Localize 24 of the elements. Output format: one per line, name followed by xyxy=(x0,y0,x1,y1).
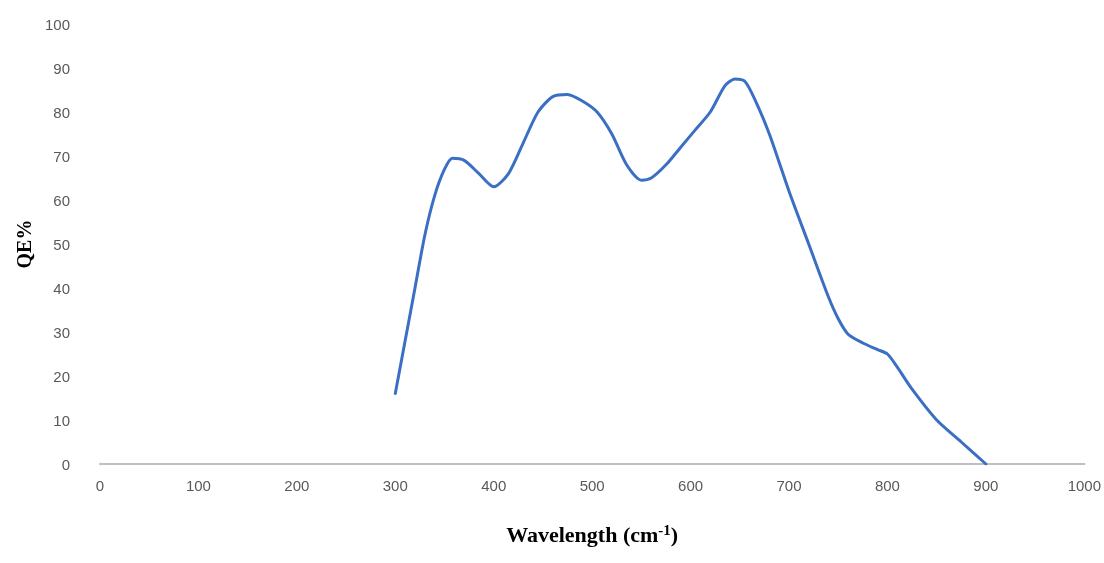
y-tick-label: 90 xyxy=(53,59,70,77)
x-tick-label: 0 xyxy=(95,477,105,494)
x-tick-label: 300 xyxy=(382,477,408,494)
x-tick-label: 400 xyxy=(481,477,507,494)
x-tick-label: 500 xyxy=(579,477,605,494)
y-tick-label: 20 xyxy=(53,367,70,385)
y-tick-label: 70 xyxy=(53,147,70,165)
x-tick-label: 1000 xyxy=(1067,477,1101,494)
x-tick-label: 200 xyxy=(284,477,310,494)
y-tick-label: 50 xyxy=(53,235,70,253)
y-tick-label: 10 xyxy=(53,411,70,429)
y-tick-label: 30 xyxy=(53,323,70,341)
y-tick-label: 0 xyxy=(61,455,70,473)
x-tick-label: 100 xyxy=(185,477,211,494)
y-tick-label: 100 xyxy=(44,15,70,33)
line-series xyxy=(393,77,988,466)
x-tick-label: 700 xyxy=(776,477,802,494)
x-tick-label: 600 xyxy=(678,477,704,494)
y-tick-label: 40 xyxy=(53,279,70,297)
x-tick-label: 800 xyxy=(874,477,900,494)
x-tick-label: 900 xyxy=(973,477,999,494)
y-tick-label: 60 xyxy=(53,191,70,209)
y-axis-title: QE% xyxy=(13,219,36,269)
y-tick-label: 80 xyxy=(53,103,70,121)
